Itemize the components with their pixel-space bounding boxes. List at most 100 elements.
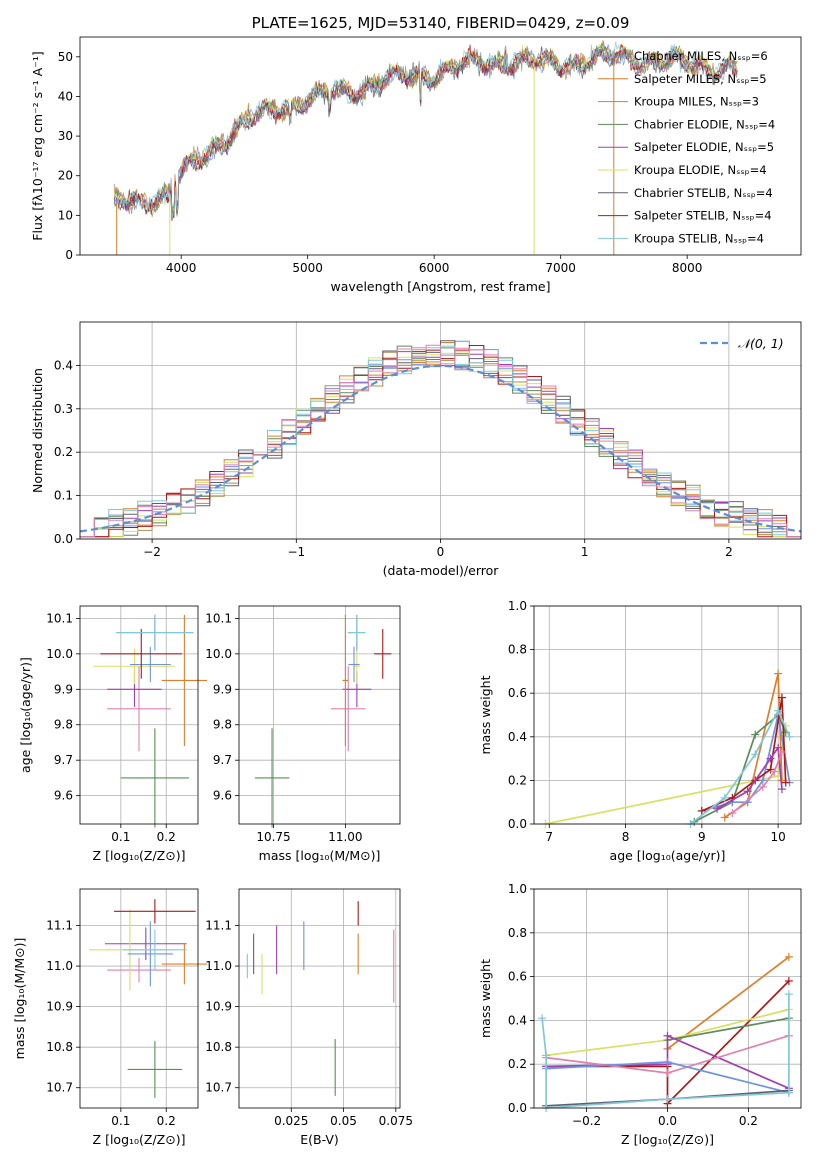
y-tick-label: 10 [58, 208, 73, 222]
y-tick-label: 9.8 [213, 718, 232, 732]
normal-curve [79, 364, 802, 533]
y-tick-label: 9.7 [213, 753, 232, 767]
x-axis-label: Z [log₁₀(Z/Z⊙)] [93, 1132, 186, 1147]
y-tick-label: 10.9 [205, 1000, 232, 1014]
y-tick-label: 0.4 [508, 1013, 527, 1027]
y-tick-label: 0.8 [508, 643, 527, 657]
weight-line [541, 994, 790, 1109]
x-tick-label: 0.075 [379, 1114, 413, 1128]
axes-frame [79, 888, 199, 1109]
histogram-step [79, 344, 802, 539]
y-tick-label: 0.1 [54, 489, 73, 503]
y-tick-label: 0.6 [508, 686, 527, 700]
y-tick-label: 0.3 [54, 402, 73, 416]
spectrum-line [113, 43, 738, 221]
y-tick-label: 9.6 [213, 789, 232, 803]
weight-line [666, 956, 790, 1050]
y-tick-label: 10.0 [205, 647, 232, 661]
x-axis-label: wavelength [Angstrom, rest frame] [330, 279, 550, 294]
y-tick-label: 10.7 [205, 1081, 232, 1095]
y-tick-label: 9.9 [54, 682, 73, 696]
weight-line [701, 697, 787, 812]
x-tick-label: 0.1 [111, 1114, 130, 1128]
x-tick-label: 1 [581, 545, 589, 559]
y-tick-label: 0.4 [54, 358, 73, 372]
y-tick-label: 0.0 [508, 817, 527, 831]
legend-label: Chabrier MILES, Nₛₛₚ=6 [634, 49, 768, 63]
spectrum-line [113, 41, 738, 219]
spectrum-line [113, 43, 738, 214]
legend-label: Chabrier ELODIE, Nₛₛₚ=4 [634, 117, 775, 131]
x-tick-label: 5000 [292, 261, 323, 275]
x-axis-label: E(B-V) [300, 1132, 339, 1147]
x-tick-label: 11.00 [328, 830, 362, 844]
y-tick-label: 0.2 [54, 445, 73, 459]
legend-label: Salpeter MILES, Nₛₛₚ=5 [634, 72, 767, 86]
x-tick-label: 4000 [166, 261, 197, 275]
y-tick-label: 0 [65, 248, 73, 262]
x-tick-label: 7 [545, 830, 553, 844]
spectrum-line [113, 41, 738, 215]
y-tick-label: 9.6 [54, 789, 73, 803]
weight-line [667, 1017, 790, 1041]
y-tick-label: 10.7 [46, 1081, 73, 1095]
y-axis-label: mass [log₁₀(M/M⊙)] [12, 938, 27, 1060]
x-tick-label: 0.0 [658, 1114, 677, 1128]
legend-label: Kroupa STELIB, Nₛₛₚ=4 [634, 231, 764, 245]
x-tick-label: 9 [698, 830, 706, 844]
legend-label: Chabrier STELIB, Nₛₛₚ=4 [634, 186, 773, 200]
x-tick-label: 0.2 [157, 1114, 176, 1128]
y-tick-label: 11.1 [46, 919, 73, 933]
legend-label: Kroupa MILES, Nₛₛₚ=3 [634, 95, 759, 109]
y-tick-label: 11.0 [205, 959, 232, 973]
y-tick-label: 9.9 [213, 682, 232, 696]
y-tick-label: 10.8 [205, 1040, 232, 1054]
y-axis-label: age [log₁₀(age/yr)] [18, 657, 33, 773]
x-tick-label: 6000 [419, 261, 450, 275]
x-axis-label: Z [log₁₀(Z/Z⊙)] [93, 848, 186, 863]
y-tick-label: 0.8 [508, 926, 527, 940]
y-tick-label: 20 [58, 169, 73, 183]
y-tick-label: 0.4 [508, 730, 527, 744]
x-tick-label: 10 [770, 830, 785, 844]
axes-frame [79, 36, 802, 256]
y-tick-label: 9.8 [54, 718, 73, 732]
y-tick-label: 1.0 [508, 882, 527, 896]
y-tick-label: 11.1 [205, 919, 232, 933]
y-tick-label: 50 [58, 50, 73, 64]
y-tick-label: 0.0 [508, 1101, 527, 1115]
x-tick-label: 8 [622, 830, 630, 844]
y-tick-label: 10.1 [205, 611, 232, 625]
y-axis-label: Normed distribution [30, 368, 45, 493]
weight-line [545, 725, 787, 825]
y-axis-label: mass weight [478, 675, 493, 754]
x-tick-label: −0.2 [572, 1114, 601, 1128]
y-tick-label: 40 [58, 89, 73, 103]
y-tick-label: 0.6 [508, 970, 527, 984]
axes-frame [79, 605, 199, 825]
weight-line [546, 980, 790, 1106]
x-tick-label: 10.75 [256, 830, 290, 844]
x-tick-label: 0.05 [330, 1114, 357, 1128]
x-axis-label: mass [log₁₀(M/M⊙)] [259, 848, 381, 863]
y-tick-label: 10.8 [46, 1040, 73, 1054]
legend-label: Kroupa ELODIE, Nₛₛₚ=4 [634, 163, 767, 177]
y-tick-label: 0.2 [508, 773, 527, 787]
y-tick-label: 1.0 [508, 599, 527, 613]
x-tick-label: 0 [437, 545, 445, 559]
y-axis-label: Flux [fλ10⁻¹⁷ erg cm⁻² s⁻¹ A⁻¹] [30, 51, 45, 240]
x-tick-label: 0.2 [739, 1114, 758, 1128]
weight-line [731, 751, 783, 814]
x-tick-label: −1 [287, 545, 305, 559]
x-tick-label: 7000 [545, 261, 576, 275]
y-tick-label: 11.0 [46, 959, 73, 973]
chart-title: PLATE=1625, MJD=53140, FIBERID=0429, z=0… [252, 14, 630, 32]
x-axis-label: age [log₁₀(age/yr)] [610, 848, 726, 863]
legend-label: 𝒩(0, 1) [738, 336, 784, 351]
y-tick-label: 0.0 [54, 532, 73, 546]
axes-frame [533, 605, 802, 825]
axes-frame [238, 605, 401, 825]
x-tick-label: −2 [143, 545, 161, 559]
y-tick-label: 30 [58, 129, 73, 143]
